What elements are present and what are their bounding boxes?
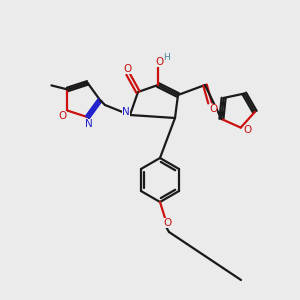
Text: O: O <box>163 218 171 228</box>
Text: O: O <box>156 57 164 67</box>
Text: O: O <box>58 111 67 121</box>
Text: O: O <box>209 104 217 114</box>
Text: O: O <box>244 124 252 135</box>
Text: N: N <box>85 119 92 129</box>
Text: N: N <box>122 107 130 117</box>
Text: O: O <box>124 64 132 74</box>
Text: H: H <box>164 53 170 62</box>
